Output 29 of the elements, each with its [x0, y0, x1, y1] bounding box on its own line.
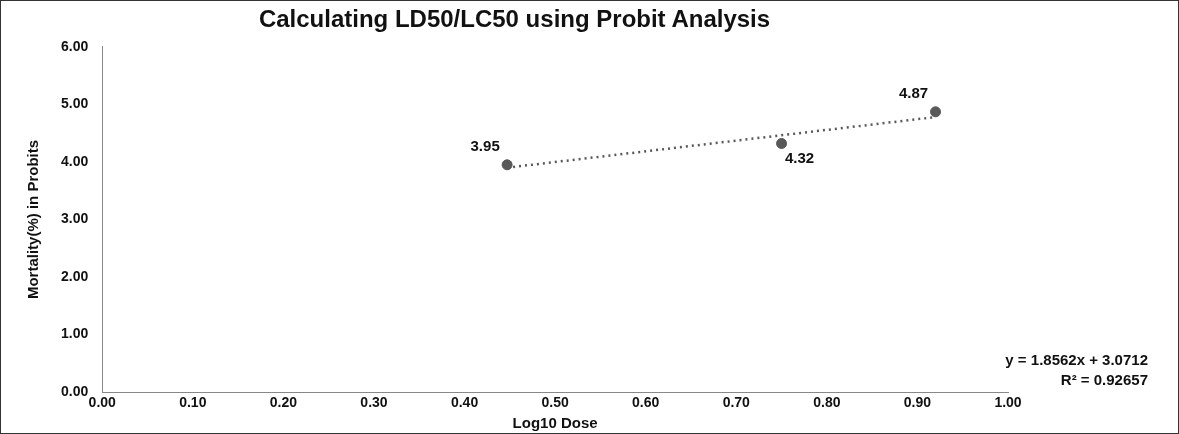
x-tick-label: 0.20	[269, 394, 298, 411]
x-tick-label: 0.90	[903, 394, 932, 411]
x-tick-label: 0.70	[722, 394, 751, 411]
data-label: 4.87	[898, 84, 929, 102]
point	[930, 106, 942, 118]
text: R² = 0.92657	[1060, 370, 1148, 388]
y-tick-label: 0.00	[61, 383, 89, 400]
x-tick-label: 0.60	[632, 394, 660, 411]
y-tick-label: 5.00	[61, 95, 89, 112]
y-axis-title: Mortality(%) in Probits	[24, 139, 42, 300]
chart-title: Calculating LD50/LC50 using Probit Analysis	[258, 5, 771, 33]
x-tick-label: 0.80	[813, 394, 841, 411]
data-label: 3.95	[470, 137, 500, 155]
y-tick-label: 4.00	[61, 152, 89, 169]
data-label: 4.32	[784, 149, 815, 167]
x-tick-label: 0.10	[179, 394, 207, 411]
x-tick-label: 1.00	[994, 394, 1022, 411]
y-tick-label: 6.00	[61, 37, 89, 54]
y-tick-label: 1.00	[61, 325, 89, 342]
x-tick-label: 0.00	[88, 394, 117, 411]
annotation: y = 1.8562x + 3.0712	[1005, 350, 1148, 368]
y-tick-label: 3.00	[61, 210, 89, 227]
x-tick-label: 0.40	[450, 394, 479, 411]
x-axis-title: Log10 Dose	[512, 414, 598, 432]
x-tick-label: 0.30	[360, 394, 388, 411]
point	[776, 138, 788, 150]
y-tick-label: 2.00	[61, 267, 89, 284]
point	[501, 159, 513, 171]
x-tick-label: 0.50	[541, 394, 569, 411]
